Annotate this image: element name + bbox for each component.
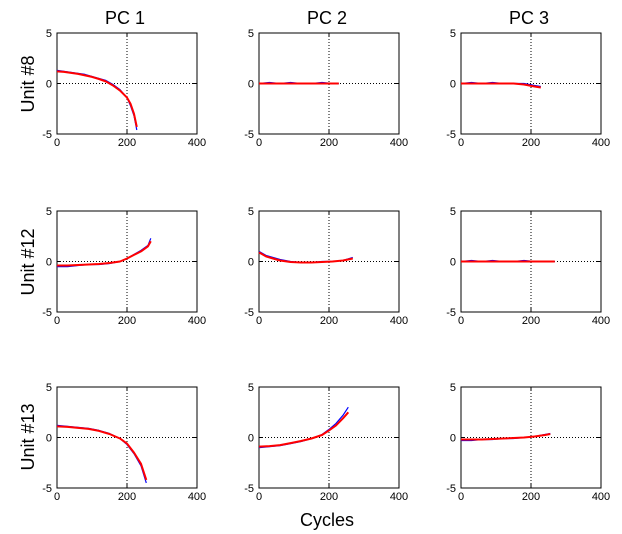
x-tick-label: 200 bbox=[522, 491, 540, 503]
y-tick-label: 5 bbox=[450, 206, 456, 218]
x-tick-label: 0 bbox=[458, 315, 464, 327]
panel-r3-c2: 0 200 400-505 bbox=[244, 382, 408, 503]
x-tick-label: 400 bbox=[188, 315, 206, 327]
y-tick-label: 0 bbox=[248, 433, 254, 445]
panel-r3-c1: 0 200 400-505 bbox=[42, 382, 206, 503]
x-tick-label: 400 bbox=[592, 137, 610, 149]
y-tick-label: -5 bbox=[446, 307, 456, 319]
y-tick-label: 0 bbox=[46, 79, 52, 91]
x-tick-label: 0 bbox=[54, 137, 60, 149]
y-tick-label: 5 bbox=[248, 382, 254, 394]
series-smoothed bbox=[258, 251, 353, 264]
y-tick-label: -5 bbox=[244, 307, 254, 319]
y-tick-label: 0 bbox=[450, 433, 456, 445]
row-title-unit8: Unit #8 bbox=[18, 55, 38, 112]
y-tick-label: 5 bbox=[46, 382, 52, 394]
x-tick-label: 0 bbox=[54, 491, 60, 503]
panel-r2-c2: 0 200 400-505 bbox=[244, 206, 408, 327]
panel-r2-c3: 0 200 400-505 bbox=[446, 206, 610, 327]
x-tick-label: 200 bbox=[320, 315, 338, 327]
y-tick-label: 5 bbox=[46, 206, 52, 218]
series-smoothed bbox=[461, 82, 541, 89]
panel-r1-c2: 0 200 400-505 bbox=[244, 28, 408, 149]
y-tick-label: 0 bbox=[248, 257, 254, 269]
y-tick-label: 0 bbox=[46, 433, 52, 445]
y-tick-label: 5 bbox=[248, 28, 254, 40]
panel-r1-c1: 0 200 400-505 bbox=[42, 28, 206, 149]
y-tick-label: 5 bbox=[46, 28, 52, 40]
x-tick-label: 200 bbox=[118, 491, 136, 503]
y-tick-label: -5 bbox=[244, 483, 254, 495]
x-tick-label: 400 bbox=[188, 491, 206, 503]
x-tick-label: 200 bbox=[118, 137, 136, 149]
column-titles: PC 1 PC 2 PC 3 bbox=[105, 8, 549, 28]
column-title-pc3: PC 3 bbox=[509, 8, 549, 28]
y-tick-label: -5 bbox=[446, 129, 456, 141]
row-title-unit12: Unit #12 bbox=[18, 228, 38, 295]
x-tick-label: 400 bbox=[592, 315, 610, 327]
panel-r1-c3: 0 200 400-505 bbox=[446, 28, 610, 149]
y-tick-label: -5 bbox=[244, 129, 254, 141]
x-tick-label: 200 bbox=[118, 315, 136, 327]
x-tick-label: 400 bbox=[390, 491, 408, 503]
x-tick-label: 400 bbox=[390, 137, 408, 149]
column-title-pc2: PC 2 bbox=[307, 8, 347, 28]
column-title-pc1: PC 1 bbox=[105, 8, 145, 28]
series-smoothed bbox=[258, 411, 350, 448]
x-tick-label: 200 bbox=[320, 137, 338, 149]
y-tick-label: 5 bbox=[450, 382, 456, 394]
y-tick-label: -5 bbox=[42, 129, 52, 141]
y-tick-label: -5 bbox=[446, 483, 456, 495]
panel-r3-c3: 0 200 400-505 bbox=[446, 382, 610, 503]
series-smoothed bbox=[57, 240, 152, 267]
y-tick-label: -5 bbox=[42, 483, 52, 495]
x-tick-label: 400 bbox=[592, 491, 610, 503]
x-tick-label: 0 bbox=[256, 315, 262, 327]
y-tick-label: 0 bbox=[46, 257, 52, 269]
x-tick-label: 400 bbox=[188, 137, 206, 149]
series-smoothed bbox=[56, 70, 138, 128]
series-smoothed bbox=[56, 425, 148, 481]
x-tick-label: 200 bbox=[320, 491, 338, 503]
x-tick-label: 400 bbox=[390, 315, 408, 327]
y-tick-label: 5 bbox=[248, 206, 254, 218]
x-tick-label: 0 bbox=[256, 137, 262, 149]
row-titles: Unit #8 Unit #12 Unit #13 bbox=[18, 55, 38, 470]
x-tick-label: 0 bbox=[54, 315, 60, 327]
x-tick-label: 200 bbox=[522, 315, 540, 327]
x-tick-label: 0 bbox=[458, 137, 464, 149]
panel-r2-c1: 0 200 400-505 bbox=[42, 206, 206, 327]
x-tick-label: 200 bbox=[522, 137, 540, 149]
row-title-unit13: Unit #13 bbox=[18, 403, 38, 470]
x-tick-label: 0 bbox=[458, 491, 464, 503]
y-tick-label: 5 bbox=[450, 28, 456, 40]
y-tick-label: 0 bbox=[450, 257, 456, 269]
y-tick-label: 0 bbox=[450, 79, 456, 91]
series-smoothed bbox=[461, 433, 551, 441]
y-tick-label: -5 bbox=[42, 307, 52, 319]
x-tick-label: 0 bbox=[256, 491, 262, 503]
y-tick-label: 0 bbox=[248, 79, 254, 91]
x-axis-label: Cycles bbox=[300, 510, 354, 530]
